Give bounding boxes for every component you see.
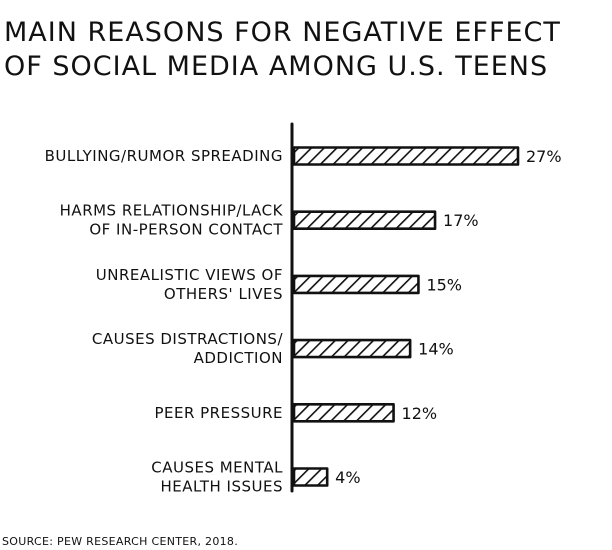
value-label-0: 27% [526, 147, 562, 166]
category-label-5-line-1: HEALTH ISSUES [161, 478, 283, 496]
value-label-1: 17% [443, 211, 479, 230]
category-label-3-line-0: CAUSES DISTRACTIONS/ [92, 330, 284, 348]
value-label-2: 15% [426, 275, 462, 294]
bar-3 [292, 338, 412, 359]
bar-0 [292, 146, 520, 166]
category-label-0-line-0: BULLYING/RUMOR SPREADING [45, 147, 283, 165]
category-label-2-line-1: OTHERS' LIVES [164, 285, 283, 303]
category-label-1-line-0: HARMS RELATIONSHIP/LACK [60, 202, 284, 220]
bar-5 [292, 467, 329, 487]
bar-1 [292, 210, 437, 230]
category-label-2-line-0: UNREALISTIC VIEWS OF [96, 266, 283, 284]
chart-title-line-1: MAIN REASONS FOR NEGATIVE EFFECT [4, 17, 561, 48]
source-note: SOURCE: PEW RESEARCH CENTER, 2018. [2, 535, 239, 548]
category-label-3-line-1: ADDICTION [194, 349, 283, 367]
chart-title-line-2: OF SOCIAL MEDIA AMONG U.S. TEENS [4, 51, 549, 82]
category-label-1-line-1: OF IN-PERSON CONTACT [89, 221, 283, 239]
category-label-4-line-0: PEER PRESSURE [154, 404, 283, 422]
category-label-5-line-0: CAUSES MENTAL [151, 459, 283, 477]
value-label-4: 12% [402, 404, 438, 423]
value-label-5: 4% [335, 468, 360, 487]
chart-title: MAIN REASONS FOR NEGATIVE EFFECT OF SOCI… [4, 16, 610, 84]
value-label-3: 14% [418, 340, 454, 359]
bar-4 [292, 402, 395, 423]
bar-2 [292, 274, 420, 295]
bars-group: 27% BULLYING/RUMOR SPREADING 17% HARMS RELA… [45, 146, 562, 496]
